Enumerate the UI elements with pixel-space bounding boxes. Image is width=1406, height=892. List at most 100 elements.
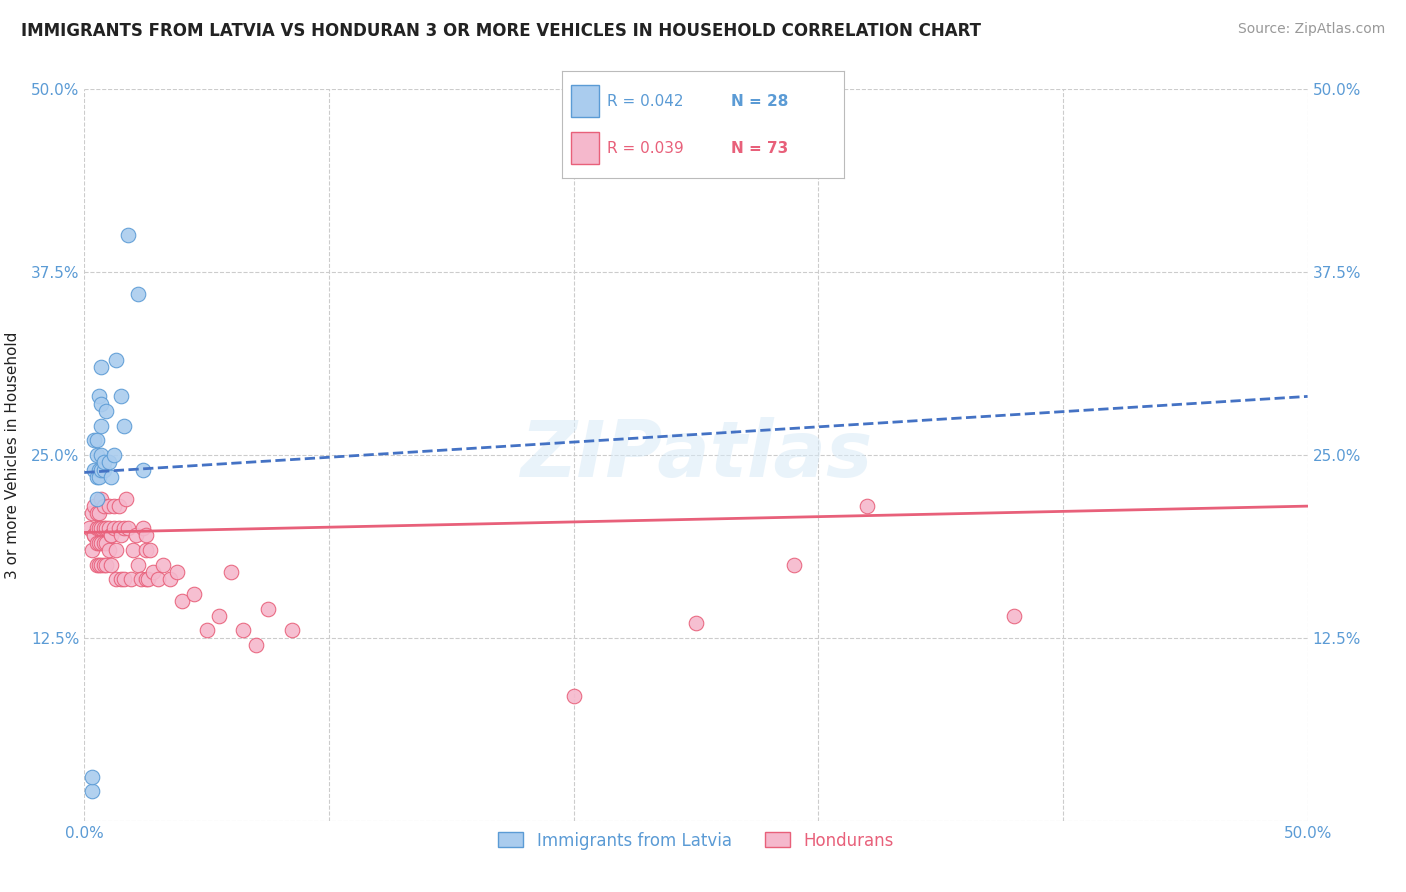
Point	[86, 507, 108, 521]
Point	[117, 228, 139, 243]
Point	[105, 572, 128, 586]
Point	[83, 528, 105, 542]
Point	[100, 558, 122, 572]
Point	[110, 389, 132, 403]
Text: IMMIGRANTS FROM LATVIA VS HONDURAN 3 OR MORE VEHICLES IN HOUSEHOLD CORRELATION C: IMMIGRANTS FROM LATVIA VS HONDURAN 3 OR …	[21, 22, 981, 40]
Text: R = 0.042: R = 0.042	[607, 94, 683, 109]
Bar	[571, 86, 599, 118]
Point	[87, 389, 110, 403]
Point	[100, 528, 122, 542]
Point	[112, 521, 135, 535]
Point	[86, 448, 108, 462]
Point	[96, 535, 118, 549]
Y-axis label: 3 or more Vehicles in Household: 3 or more Vehicles in Household	[4, 331, 20, 579]
Point	[125, 528, 148, 542]
Text: N = 73: N = 73	[731, 141, 789, 156]
Point	[86, 434, 108, 448]
Point	[112, 418, 135, 433]
Point	[159, 572, 181, 586]
Point	[105, 352, 128, 367]
Point	[103, 521, 125, 535]
Point	[86, 470, 108, 484]
Point	[83, 499, 105, 513]
Point	[139, 543, 162, 558]
Point	[103, 448, 125, 462]
Point	[97, 499, 120, 513]
Point	[166, 565, 188, 579]
Point	[96, 558, 118, 572]
Point	[90, 462, 112, 476]
Point	[107, 499, 129, 513]
Text: ZIPatlas: ZIPatlas	[520, 417, 872, 493]
Point	[281, 624, 304, 638]
Point	[83, 434, 105, 448]
Point	[110, 572, 132, 586]
Point	[127, 558, 149, 572]
Point	[152, 558, 174, 572]
Point	[219, 565, 242, 579]
Point	[120, 572, 142, 586]
Point	[90, 558, 112, 572]
Point	[172, 594, 194, 608]
Point	[90, 418, 112, 433]
Point	[93, 499, 115, 513]
Point	[93, 462, 115, 476]
Point	[90, 448, 112, 462]
Point	[135, 543, 157, 558]
Point	[90, 360, 112, 375]
Point	[86, 491, 108, 506]
Point	[783, 558, 806, 572]
Point	[232, 624, 254, 638]
Point	[135, 528, 157, 542]
Point	[146, 572, 169, 586]
Point	[1002, 608, 1025, 623]
Point	[105, 543, 128, 558]
Point	[110, 528, 132, 542]
Point	[132, 462, 155, 476]
Point	[90, 535, 112, 549]
Point	[103, 499, 125, 513]
Point	[100, 470, 122, 484]
Text: R = 0.039: R = 0.039	[607, 141, 685, 156]
Point	[96, 521, 118, 535]
Point	[112, 572, 135, 586]
Point	[208, 608, 231, 623]
Point	[87, 470, 110, 484]
Text: Source: ZipAtlas.com: Source: ZipAtlas.com	[1237, 22, 1385, 37]
Point	[107, 521, 129, 535]
Bar	[571, 132, 599, 164]
Point	[685, 616, 707, 631]
Point	[122, 543, 145, 558]
Point	[183, 587, 205, 601]
Point	[856, 499, 879, 513]
Point	[562, 690, 585, 704]
Point	[136, 572, 159, 586]
Point	[80, 784, 103, 798]
Point	[100, 528, 122, 542]
Point	[93, 558, 115, 572]
Point	[129, 572, 152, 586]
Point	[97, 543, 120, 558]
Point	[83, 528, 105, 542]
Point	[90, 491, 112, 506]
Point	[87, 462, 110, 476]
Point	[142, 565, 165, 579]
Point	[90, 521, 112, 535]
Point	[257, 601, 280, 615]
Point	[93, 535, 115, 549]
Point	[115, 491, 138, 506]
Point	[97, 521, 120, 535]
Point	[132, 521, 155, 535]
Point	[195, 624, 218, 638]
Point	[93, 521, 115, 535]
Point	[96, 404, 118, 418]
Point	[245, 638, 267, 652]
Point	[90, 397, 112, 411]
Point	[117, 521, 139, 535]
Point	[135, 572, 157, 586]
Point	[83, 462, 105, 476]
Point	[127, 287, 149, 301]
Point	[86, 521, 108, 535]
Point	[97, 455, 120, 469]
Legend: Immigrants from Latvia, Hondurans: Immigrants from Latvia, Hondurans	[492, 825, 900, 856]
